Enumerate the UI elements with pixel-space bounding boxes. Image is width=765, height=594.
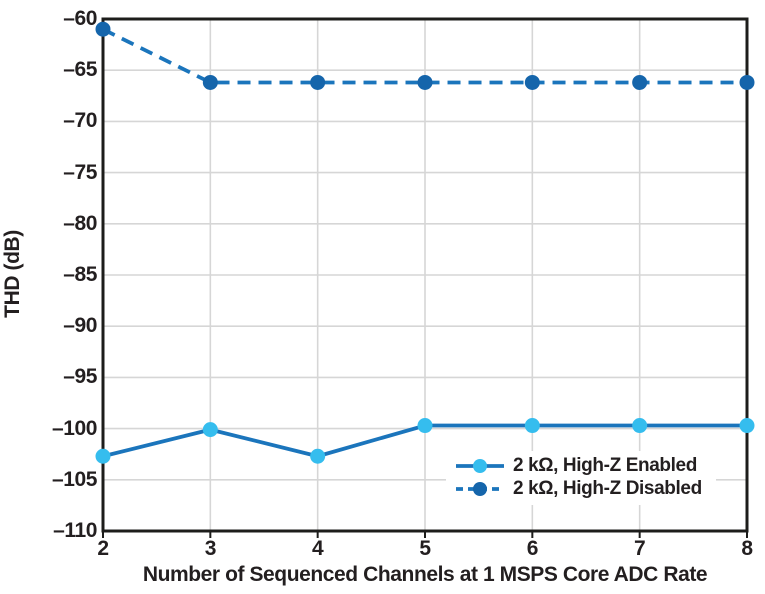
data-point-marker	[310, 74, 326, 90]
legend-solid-line-marker-icon	[456, 458, 504, 473]
data-point-marker	[417, 74, 433, 90]
legend-item-highz-disabled: 2 kΩ, High-Z Disabled	[456, 477, 702, 500]
legend-label-highz-disabled: 2 kΩ, High-Z Disabled	[513, 477, 702, 499]
x-tick-label: 8	[741, 537, 753, 560]
y-tick-label: –90	[63, 314, 97, 338]
y-tick-label: –85	[63, 263, 97, 286]
x-tick-label: 4	[312, 537, 324, 560]
legend-item-highz-enabled: 2 kΩ, High-Z Enabled	[456, 454, 702, 477]
data-point-marker	[95, 448, 111, 464]
x-tick-label: 7	[634, 537, 646, 560]
data-point-marker	[95, 21, 111, 37]
data-point-marker	[739, 418, 755, 434]
data-point-marker	[202, 422, 218, 438]
legend: 2 kΩ, High-Z Enabled 2 kΩ, High-Z Disabl…	[446, 451, 716, 505]
legend-label-highz-enabled: 2 kΩ, High-Z Enabled	[513, 454, 697, 476]
x-tick-label: 3	[204, 537, 217, 560]
y-tick-label: –60	[63, 7, 97, 30]
y-tick-label: –70	[63, 109, 97, 133]
x-tick-label: 6	[526, 537, 539, 560]
y-tick-label: –95	[63, 365, 97, 389]
data-point-marker	[632, 74, 648, 90]
data-point-marker	[524, 74, 540, 90]
data-point-marker	[524, 418, 540, 434]
data-point-marker	[632, 418, 648, 434]
data-point-marker	[310, 448, 326, 464]
y-tick-label: –75	[63, 160, 97, 184]
data-point-marker	[202, 74, 218, 90]
data-point-marker	[739, 74, 755, 90]
y-tick-label: –105	[51, 467, 97, 491]
y-tick-label: –100	[51, 416, 97, 440]
data-point-marker	[417, 418, 433, 434]
x-tick-label: 5	[419, 537, 431, 560]
y-tick-label: –110	[53, 519, 97, 542]
x-axis-title: Number of Sequenced Channels at 1 MSPS C…	[142, 563, 708, 586]
y-tick-label: –80	[63, 211, 97, 235]
y-tick-label: –65	[63, 58, 97, 82]
x-tick-label: 2	[97, 537, 109, 560]
plot-frame	[101, 17, 749, 533]
legend-dashed-line-marker-icon	[456, 481, 504, 496]
